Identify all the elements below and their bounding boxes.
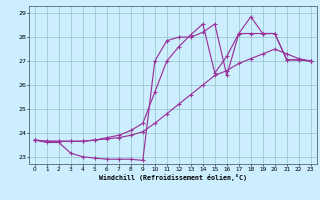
X-axis label: Windchill (Refroidissement éolien,°C): Windchill (Refroidissement éolien,°C) [99, 174, 247, 181]
